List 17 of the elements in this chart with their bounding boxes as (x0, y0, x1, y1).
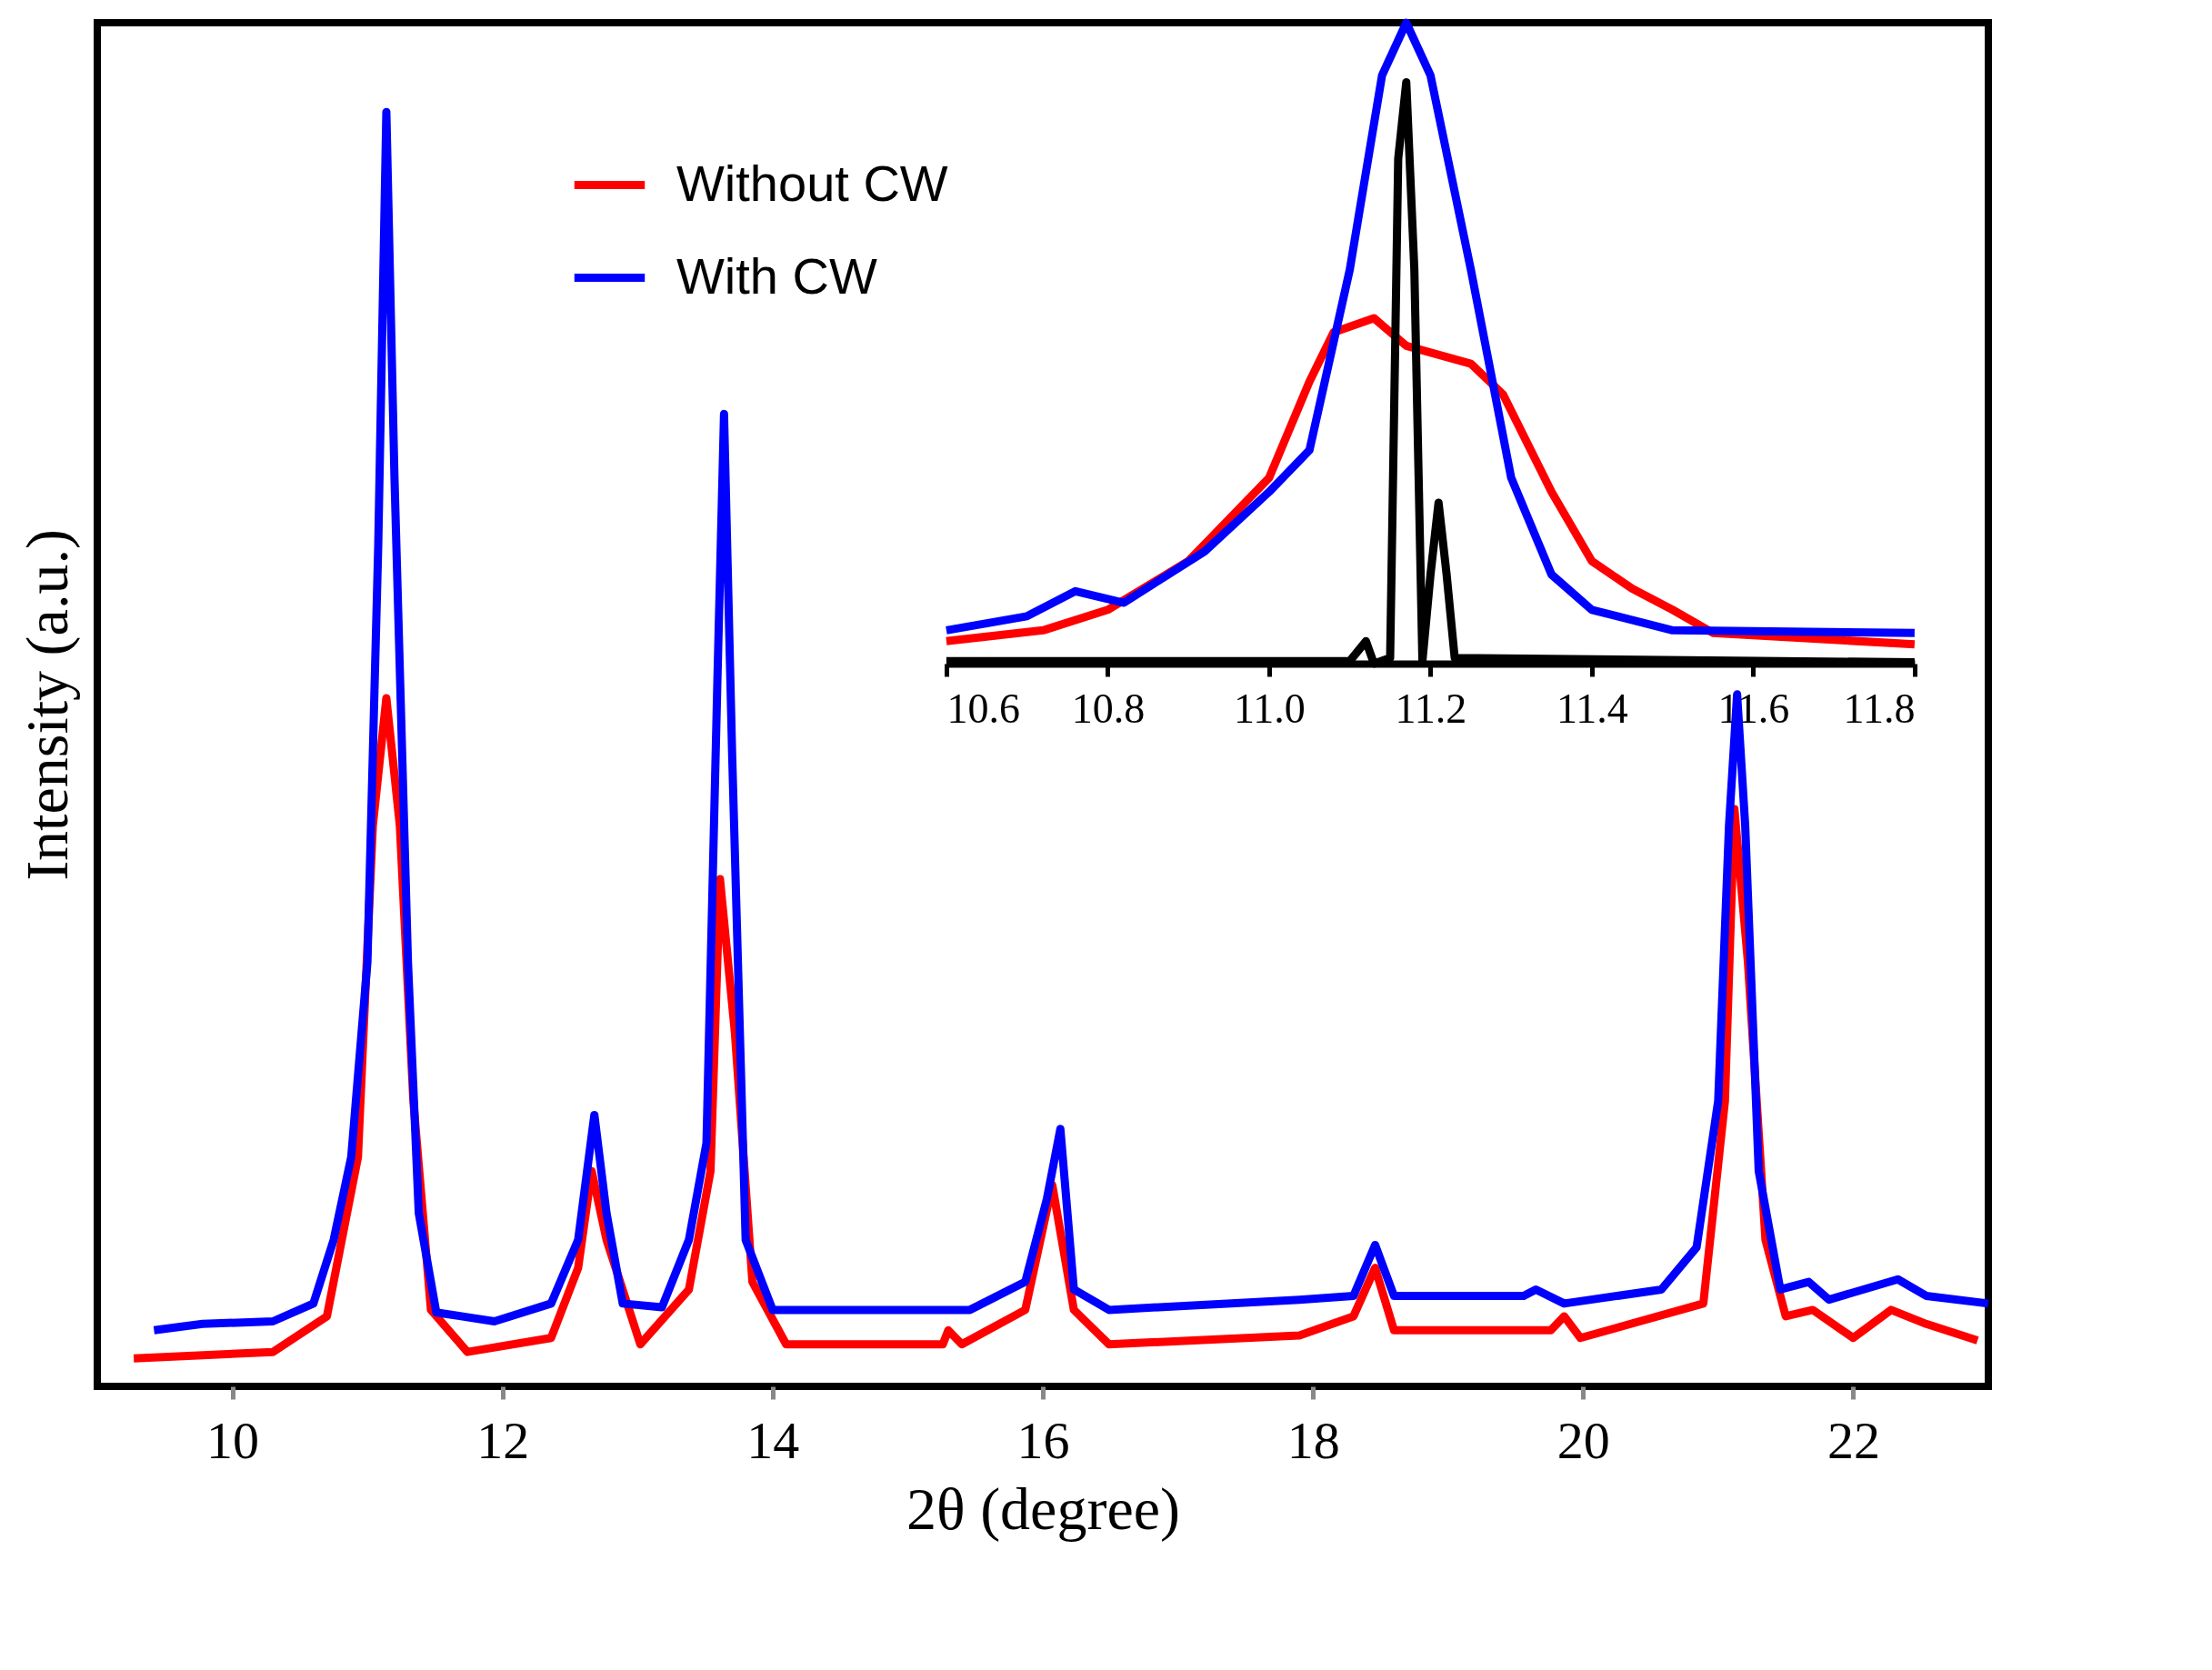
x-tick-label: 11.4 (1556, 685, 1628, 732)
x-tick-label: 18 (1286, 1410, 1340, 1470)
legend-label: Without CW (676, 154, 948, 212)
x-tick-label: 10.8 (1071, 685, 1146, 732)
x-tick-label: 22 (1827, 1410, 1880, 1470)
x-tick-label: 10 (206, 1410, 260, 1470)
x-tick-label: 11.0 (1234, 685, 1306, 732)
x-tick-label: 11.2 (1395, 685, 1467, 732)
x-tick-label: 20 (1556, 1410, 1610, 1470)
x-tick-label: 11.8 (1843, 685, 1916, 732)
y-axis-title: Intensity (a.u.) (13, 529, 81, 881)
x-axis-title: 2θ (degree) (906, 1475, 1180, 1543)
x-tick-label: 16 (1016, 1410, 1070, 1470)
x-tick-label: 14 (746, 1410, 800, 1470)
legend-label: With CW (676, 246, 877, 305)
x-tick-label: 10.6 (946, 685, 1020, 732)
x-tick-label: 12 (476, 1410, 530, 1470)
